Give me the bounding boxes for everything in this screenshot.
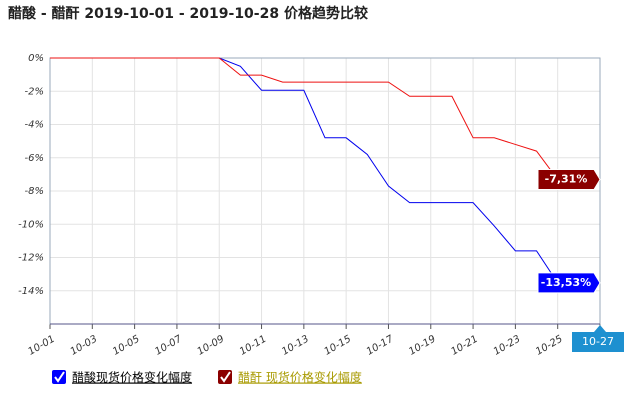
legend-item[interactable]: 醋酐 现货价格变化幅度: [218, 370, 362, 385]
x-tick-label: 10-15: [322, 334, 353, 358]
legend-check: [54, 371, 65, 383]
value-label-box: [537, 272, 601, 294]
y-tick-label: -12%: [18, 253, 44, 264]
crosshair-label: 10-27: [582, 335, 614, 348]
x-tick-label: 10-17: [365, 333, 396, 357]
x-tick-label: 10-13: [280, 334, 311, 358]
y-tick-label: -2%: [25, 86, 44, 97]
y-tick-label: -6%: [25, 153, 44, 164]
x-tick-label: 10-09: [196, 334, 227, 358]
chart-title: 醋酸 - 醋酐 2019-10-01 - 2019-10-28 价格趋势比较: [8, 5, 368, 22]
legend-item[interactable]: 醋酸现货价格变化幅度: [52, 370, 192, 385]
value-label: -7,31%: [545, 173, 588, 186]
x-tick-label: 10-03: [69, 334, 100, 358]
series-line: [50, 57, 600, 181]
x-tick-label: 10-25: [534, 334, 565, 358]
legend-label: 醋酸现货价格变化幅度: [72, 370, 192, 385]
x-tick-label: 10-07: [153, 333, 184, 357]
x-tick-label: 10-19: [407, 334, 438, 358]
y-tick-label: -10%: [18, 219, 44, 230]
y-tick-label: -4%: [25, 120, 44, 131]
x-tick-label: 10-11: [238, 334, 269, 358]
value-label: -13,53%: [541, 276, 591, 289]
x-tick-label: 10-23: [492, 334, 523, 358]
x-tick-label: 10-05: [111, 334, 142, 358]
crosshair-pointer: [594, 325, 606, 332]
y-tick-label: -8%: [25, 186, 44, 197]
x-tick-label: 10-21: [449, 334, 480, 358]
value-label-box: [537, 169, 601, 191]
y-tick-label: 0%: [28, 53, 44, 64]
legend-check: [220, 371, 231, 383]
legend-label: 醋酐 现货价格变化幅度: [238, 370, 362, 385]
crosshair-label-box: [572, 332, 624, 352]
y-tick-label: -14%: [18, 286, 44, 297]
x-tick-label: 10-01: [26, 334, 57, 358]
